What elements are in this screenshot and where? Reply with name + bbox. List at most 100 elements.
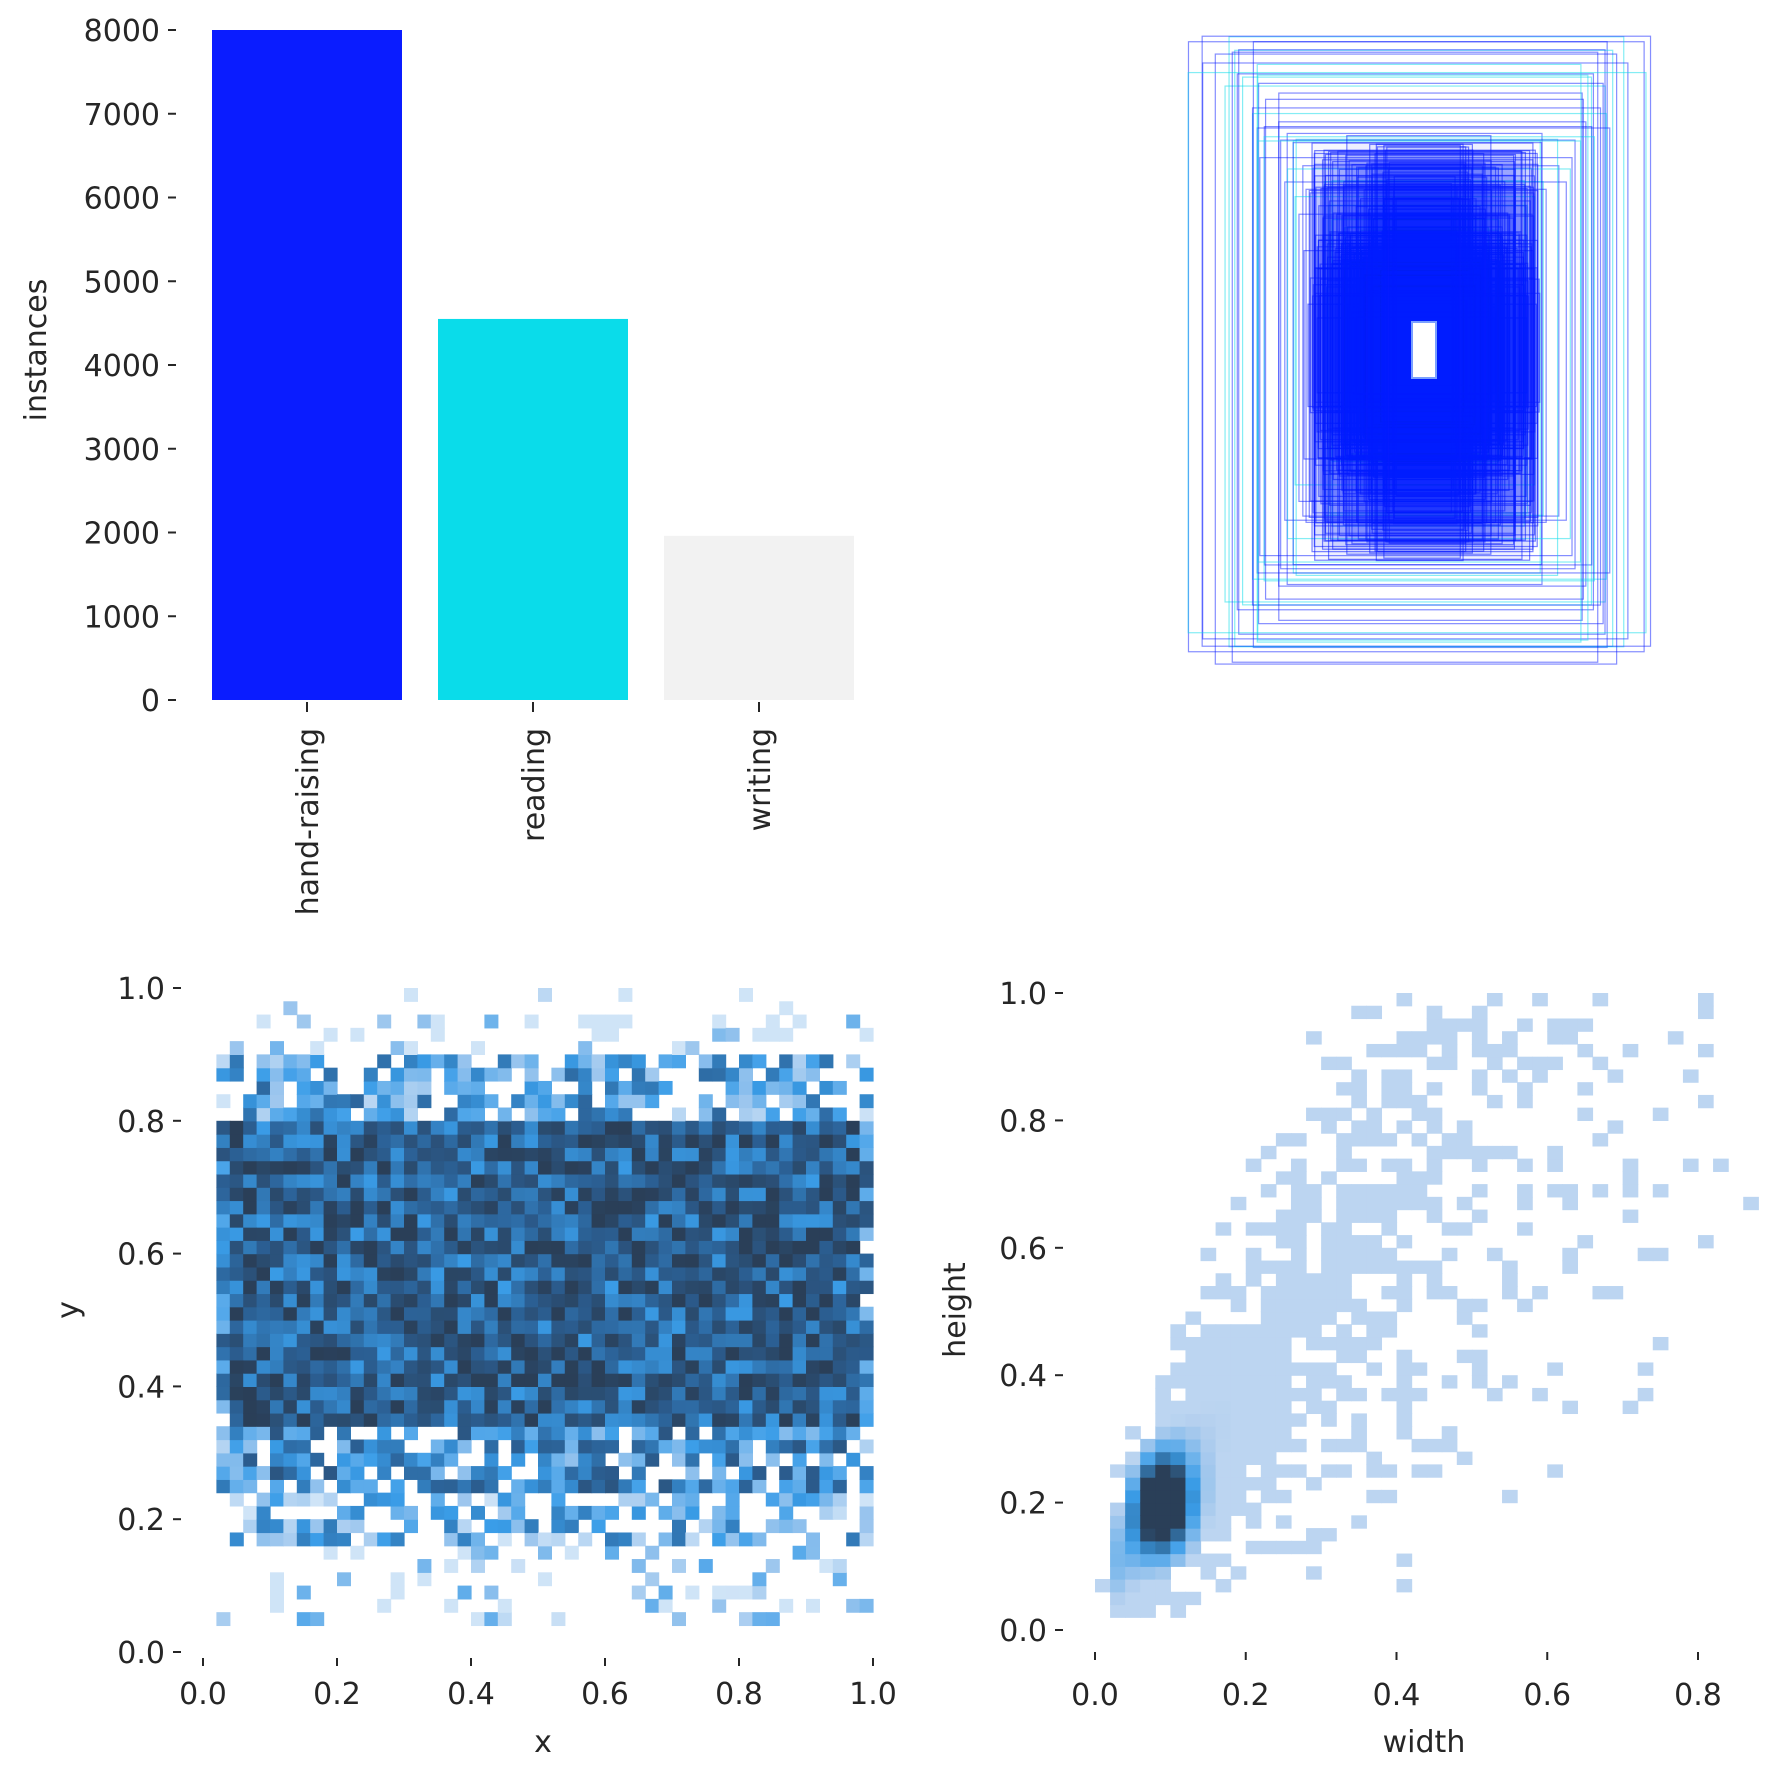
heat-cell: [752, 1094, 767, 1109]
heat-cell: [417, 1306, 432, 1321]
heat-cell: [859, 1280, 874, 1295]
heat-cell: [1260, 1260, 1277, 1274]
heat-cell: [511, 1160, 526, 1175]
heat-cell: [363, 1227, 378, 1241]
heat-cell: [712, 1320, 727, 1334]
heat-cell: [779, 1412, 794, 1427]
heat-cell: [1306, 1477, 1322, 1491]
heat-cell: [712, 1373, 727, 1387]
heat-cell: [1441, 1438, 1458, 1453]
heat-cell: [256, 1240, 271, 1255]
heat-cell: [511, 1134, 526, 1148]
heat-cell: [484, 1253, 499, 1268]
heat-cell: [256, 1213, 271, 1228]
heat-cell: [390, 1585, 405, 1600]
heat-cell: [1471, 1158, 1488, 1172]
heat-cell: [377, 1200, 392, 1215]
heat-cell: [377, 1120, 392, 1135]
heat-cell: [471, 1107, 485, 1122]
heat-cell: [511, 1320, 526, 1334]
heat-cell: [1396, 1043, 1413, 1058]
heat-cell: [792, 1333, 807, 1348]
heat-cell: [779, 1333, 794, 1348]
heat-cell: [739, 1612, 753, 1627]
heat-cell: [377, 1492, 392, 1507]
heat-cell: [591, 1373, 606, 1387]
heat-cell: [310, 1373, 325, 1387]
heat-cell: [471, 1426, 485, 1441]
heat-cell: [658, 1359, 673, 1374]
heat-cell: [243, 1386, 258, 1401]
heat-cell: [578, 1120, 593, 1135]
heat-cell: [792, 1160, 807, 1175]
heat-cell: [779, 1027, 794, 1042]
y-tick-label: 0.6: [999, 1232, 1047, 1267]
heat-cell: [1547, 1018, 1563, 1032]
heat-cell: [323, 1346, 338, 1361]
heat-cell: [1290, 1464, 1307, 1478]
heat-cell: [832, 1160, 847, 1175]
heat-cell: [457, 1585, 472, 1600]
heat-cell: [1275, 1133, 1292, 1147]
heat-cell: [1230, 1438, 1247, 1453]
heat-cell: [725, 1492, 740, 1507]
heat-cell: [444, 1412, 459, 1427]
heat-cell: [243, 1293, 258, 1308]
heat-cell: [323, 1266, 338, 1281]
heat-cell: [1275, 1515, 1292, 1529]
heat-cell: [605, 1080, 619, 1095]
heat-cell: [484, 1147, 499, 1162]
heat-cell: [752, 1107, 767, 1122]
heat-cell: [270, 1160, 284, 1175]
heat-cell: [578, 1187, 593, 1202]
heat-cell: [1185, 1502, 1202, 1516]
heat-cell: [752, 1532, 767, 1547]
heat-cell: [779, 1466, 794, 1480]
heat-cell: [1426, 1145, 1443, 1160]
heat-cell: [471, 1147, 485, 1162]
heat-cell: [229, 1134, 244, 1148]
heat-cell: [792, 1519, 807, 1534]
heat-cell: [1290, 1286, 1307, 1300]
heat-cell: [390, 1293, 405, 1308]
heat-cell: [484, 1280, 499, 1295]
heat-cell: [712, 1532, 727, 1547]
heat-cell: [229, 1306, 244, 1321]
heat-cell: [270, 1094, 284, 1109]
heat-cell: [323, 1466, 338, 1480]
heat-cell: [792, 1373, 807, 1387]
heat-cell: [1471, 1145, 1488, 1160]
heat-cell: [1336, 1273, 1352, 1287]
heat-cell: [1306, 1528, 1322, 1542]
heat-cell: [323, 1320, 338, 1334]
heat-cell: [832, 1399, 847, 1414]
box-outline: [1342, 215, 1498, 495]
heat-cell: [725, 1439, 740, 1454]
heat-cell: [377, 1213, 392, 1228]
heat-cell: [1336, 1349, 1352, 1364]
heat-cell: [390, 1253, 405, 1268]
heat-cell: [524, 1094, 539, 1109]
heat-cell: [1155, 1528, 1171, 1542]
heat-cell: [618, 1240, 633, 1255]
heat-cell: [1155, 1515, 1171, 1529]
heat-cell: [1170, 1528, 1187, 1542]
heat-cell: [404, 1120, 418, 1135]
heat-cell: [430, 1359, 445, 1374]
heat-cell: [1125, 1579, 1141, 1593]
heat-cell: [832, 1120, 847, 1135]
heat-cell: [296, 1014, 311, 1029]
heat-cell: [1562, 1018, 1578, 1032]
heat-cell: [765, 1320, 780, 1334]
heat-cell: [1170, 1426, 1187, 1440]
heat-cell: [578, 1320, 593, 1334]
heat-cell: [310, 1266, 325, 1281]
heat-cell: [792, 1346, 807, 1361]
heat-cell: [404, 1306, 418, 1321]
heat-cell: [618, 1452, 633, 1467]
heat-cell: [1140, 1528, 1156, 1542]
heat-cell: [256, 1492, 271, 1507]
x-tick-label: reading: [517, 728, 552, 842]
heat-cell: [564, 1545, 579, 1560]
heat-cell: [524, 1320, 539, 1334]
